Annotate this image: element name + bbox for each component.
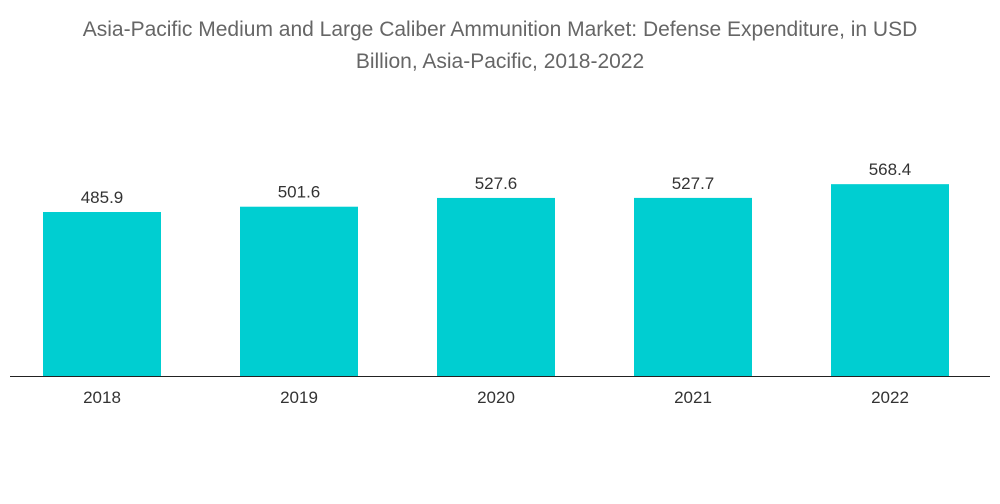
bars-group	[43, 184, 949, 376]
chart-title-line-2: Billion, Asia-Pacific, 2018-2022	[355, 50, 645, 73]
value-label-2018: 485.9	[81, 188, 124, 207]
bar-2021	[634, 197, 752, 376]
value-label-2020: 527.6	[475, 174, 518, 193]
value-label-2019: 501.6	[278, 183, 321, 202]
bar-2020	[437, 197, 555, 376]
x-tick-label-2021: 2021	[674, 388, 712, 407]
value-labels-group: 485.9 501.6 527.6 527.7 568.4	[81, 160, 912, 207]
chart-title: Asia-Pacific Medium and Large Caliber Am…	[0, 14, 1000, 78]
x-tick-label-2018: 2018	[83, 388, 121, 407]
x-tick-label-2020: 2020	[477, 388, 515, 407]
bar-2018	[43, 212, 161, 376]
value-label-2022: 568.4	[869, 160, 912, 179]
x-tick-labels-group: 2018 2019 2020 2021 2022	[83, 388, 909, 407]
bar-2022	[831, 184, 949, 376]
chart-title-line-1: Asia-Pacific Medium and Large Caliber Am…	[82, 18, 918, 41]
x-tick-label-2022: 2022	[871, 388, 909, 407]
x-tick-label-2019: 2019	[280, 388, 318, 407]
bar-2019	[240, 206, 358, 376]
value-label-2021: 527.7	[672, 174, 715, 193]
